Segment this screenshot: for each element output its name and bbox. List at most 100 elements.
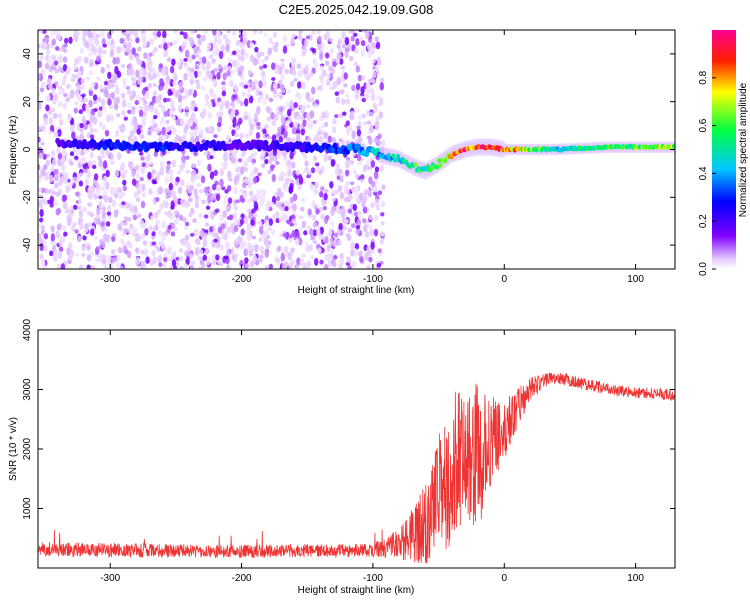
spectrogram-noise-blob: [135, 232, 140, 240]
spectrogram-noise-blob: [166, 125, 171, 133]
spectrogram-noise-blob: [226, 39, 231, 45]
spectrogram-noise-blob: [164, 231, 169, 236]
spectrogram-noise-blob: [316, 166, 321, 173]
spectrogram-noise-blob: [221, 90, 227, 97]
spectrogram-noise-blob: [355, 83, 361, 91]
spectrogram-noise-blob: [366, 160, 371, 167]
spectrogram-noise-blob: [171, 259, 177, 267]
spectrogram-noise-blob: [244, 133, 249, 138]
spectrogram-noise-blob: [166, 160, 171, 165]
spectrogram-noise-blob: [204, 93, 209, 102]
spectrogram-noise-blob: [320, 123, 326, 129]
snr-x-tick-label: -200: [232, 573, 252, 584]
spectrogram-noise-blob: [239, 218, 245, 225]
spectrogram-noise-blob: [127, 109, 132, 114]
spectrogram-noise-blob: [176, 170, 182, 175]
spectrogram-noise-blob: [332, 262, 337, 268]
spectrogram-noise-blob: [183, 88, 188, 93]
spectrogram-noise-blob: [41, 68, 46, 75]
spectrogram-noise-blob: [77, 162, 83, 169]
spectrogram-noise-blob: [109, 152, 114, 161]
spectrogram-noise-blob: [141, 192, 147, 198]
spectrogram-noise-blob: [51, 38, 56, 46]
spectrogram-noise-blob: [119, 266, 124, 269]
spectrogram-noise-blob: [92, 30, 97, 38]
spectrogram-noise-blob: [142, 222, 147, 227]
spectrogram-noise-blob: [63, 200, 68, 205]
spectrogram-noise-blob: [39, 54, 44, 61]
spectrogram-noise-blob: [222, 34, 228, 40]
spectrogram-noise-blob: [193, 188, 198, 196]
spectrogram-noise-blob: [98, 158, 103, 168]
spectrogram-noise-blob: [54, 30, 59, 35]
spectrogram-noise-blob: [156, 31, 162, 38]
spectrogram-noise-blob: [114, 209, 119, 215]
spectrogram-noise-blob: [116, 254, 121, 263]
spectrogram-noise-blob: [285, 120, 291, 125]
spectrogram-noise-blob: [139, 134, 145, 139]
spectrogram-noise-blob: [377, 248, 382, 254]
spectrogram-noise-blob: [312, 120, 317, 125]
spectrogram-noise-blob: [115, 56, 121, 65]
spectrogram-noise-blob: [335, 96, 340, 104]
spectrogram-noise-blob: [353, 32, 358, 37]
spectrogram-noise-blob: [295, 93, 300, 98]
spectrogram-noise-blob: [197, 70, 202, 78]
spectrogram-noise-blob: [201, 34, 206, 42]
spectrogram-noise-blob: [41, 42, 46, 50]
spectrogram-noise-blob: [196, 159, 202, 167]
spectrogram-noise-blob: [287, 252, 293, 261]
spectrogram-noise-blob: [358, 30, 363, 33]
spectrogram-noise-blob: [278, 136, 284, 143]
spectrogram-noise-blob: [93, 173, 99, 181]
spectrogram-noise-blob: [370, 88, 375, 96]
spectrogram-noise-blob: [151, 241, 157, 246]
spectrogram-noise-blob: [85, 76, 90, 81]
spectrogram-noise-blob: [232, 85, 238, 90]
spectrogram-noise-blob: [86, 244, 91, 251]
spectrogram-noise-blob: [179, 199, 185, 205]
spectrogram-noise-blob: [79, 47, 85, 55]
spectrogram-noise-blob: [121, 239, 126, 248]
spectrogram-noise-blob: [133, 191, 138, 198]
spectrogram-noise-blob: [187, 55, 193, 63]
spectrogram-noise-blob: [302, 45, 307, 55]
spectrogram-noise-blob: [320, 213, 325, 221]
spectrogram-noise-blob: [53, 131, 59, 138]
spectrogram-noise-blob: [166, 98, 171, 102]
spectrogram-noise-blob: [169, 175, 174, 184]
spectrogram-noise-blob: [81, 156, 87, 165]
spectrogram-noise-blob: [215, 112, 220, 117]
spectrogram-x-axis-label: Height of straight line (km): [298, 285, 415, 296]
spectrogram-noise-blob: [73, 107, 79, 114]
spectrogram-noise-blob: [149, 104, 154, 113]
spectrogram-noise-blob: [78, 96, 83, 103]
spectrogram-noise-blob: [211, 260, 216, 265]
spectrogram-noise-blob: [136, 182, 141, 189]
spectrogram-noise-blob: [67, 113, 72, 121]
spectrogram-noise-blob: [220, 244, 225, 251]
spectrogram-noise-blob: [57, 158, 62, 167]
spectrogram-noise-blob: [196, 81, 201, 90]
spectrogram-noise-blob: [62, 48, 68, 53]
spectrogram-noise-blob: [195, 53, 200, 59]
spectrogram-noise-blob: [341, 99, 346, 105]
spectrogram-noise-blob: [355, 38, 360, 46]
spectrogram-noise-blob: [344, 50, 349, 59]
spectrogram-noise-blob: [66, 83, 71, 89]
spectrogram-noise-blob: [54, 175, 59, 182]
spectrogram-noise-blob: [174, 218, 179, 224]
spectrogram-noise-blob: [160, 242, 165, 249]
spectrogram-noise-blob: [49, 250, 54, 257]
spectrogram-noise-blob: [133, 120, 139, 130]
spectrogram-noise-blob: [41, 261, 46, 269]
spectrogram-noise-blob: [233, 225, 239, 232]
spectrogram-noise-blob: [255, 132, 261, 140]
spectrogram-noise-blob: [102, 43, 108, 48]
spectrogram-noise-blob: [61, 78, 66, 86]
spectrogram-noise-blob: [104, 129, 110, 137]
spectrogram-noise-blob: [285, 177, 290, 185]
spectrogram-noise-blob: [74, 100, 79, 106]
spectrogram-noise-blob: [122, 99, 127, 108]
colorbar-tick-label: 0.0: [698, 262, 709, 276]
